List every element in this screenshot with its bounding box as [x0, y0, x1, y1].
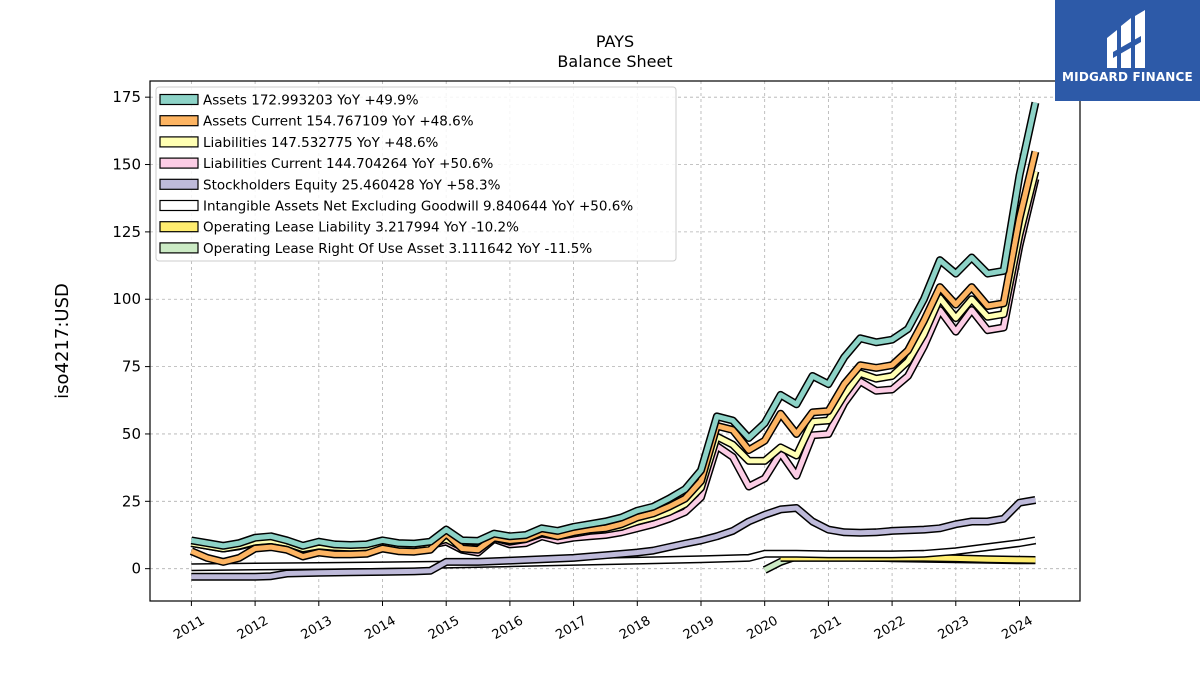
legend-entry: Intangible Assets Net Excluding Goodwill… [203, 199, 633, 215]
x-tick-label: 2020 [745, 613, 781, 643]
series-assets-current [189, 150, 1040, 566]
x-tick-label: 2024 [999, 613, 1035, 643]
brand-logo: MIDGARD FINANCE [1055, 0, 1200, 101]
brand-name: MIDGARD FINANCE [1062, 70, 1193, 84]
y-tick-label: 175 [112, 88, 141, 106]
legend-entry: Operating Lease Right Of Use Asset 3.111… [203, 241, 592, 257]
legend-swatch [159, 136, 199, 148]
series-lines [189, 101, 1040, 581]
legend-entry: Stockholders Equity 25.460428 YoY +58.3% [203, 177, 501, 193]
y-axis-label: iso4217:USD [52, 283, 73, 399]
y-tick-label: 125 [112, 223, 141, 241]
legend-box [155, 86, 677, 262]
y-tick-label: 25 [122, 492, 141, 510]
series-line [191, 497, 1036, 580]
x-tick-label: 2012 [235, 613, 271, 643]
legend-entry: Operating Lease Liability 3.217994 YoY -… [203, 220, 519, 236]
legend-swatch [159, 178, 199, 190]
y-tick-label: 0 [131, 560, 141, 578]
y-tick-label: 50 [122, 425, 141, 443]
y-axis-ticks: 0 25 50 75 100 125 150 175 [112, 88, 150, 578]
legend-swatch [159, 199, 199, 212]
legend-swatch [159, 115, 199, 127]
legend-swatch [159, 157, 199, 169]
legend-entry: Assets 172.993203 YoY +49.9% [203, 93, 419, 109]
y-tick-label: 100 [112, 290, 141, 308]
legend: Assets 172.993203 YoY +49.9% Assets Curre… [155, 86, 677, 262]
x-tick-label: 2016 [490, 613, 526, 643]
legend-entry: Liabilities 147.532775 YoY +48.6% [203, 135, 439, 151]
series-line [190, 151, 1038, 565]
chart-subtitle: Balance Sheet [557, 52, 672, 71]
plot-frame [149, 80, 1081, 602]
x-tick-label: 2017 [553, 613, 589, 643]
legend-swatch [159, 221, 199, 233]
x-axis-ticks: 2011 2012 2013 2014 2015 2016 2017 2018 2019 2020… [171, 601, 1035, 643]
series-stockholders-equity [191, 496, 1037, 581]
legend-entry: Liabilities Current 144.704264 YoY +50.6… [203, 156, 494, 172]
midgard-logo-icon [1107, 10, 1145, 68]
x-tick-label: 2015 [426, 613, 462, 643]
x-tick-label: 2018 [617, 613, 653, 643]
chart-title: PAYS [596, 32, 634, 51]
legend-swatch [159, 242, 199, 254]
x-tick-label: 2021 [808, 613, 844, 643]
legend-entry: Assets Current 154.767109 YoY +48.6% [203, 114, 474, 130]
x-tick-label: 2019 [681, 613, 717, 643]
legend-swatch [159, 93, 199, 106]
x-tick-label: 2014 [362, 613, 398, 643]
x-tick-label: 2023 [936, 613, 972, 643]
y-tick-label: 150 [112, 156, 141, 174]
series-intangible-assets-net-excluding-goodwill [191, 536, 1037, 572]
series-assets [190, 101, 1040, 550]
series-line [190, 102, 1038, 549]
y-tick-label: 75 [122, 358, 141, 376]
x-tick-label: 2013 [299, 613, 335, 643]
x-tick-label: 2022 [872, 613, 908, 643]
x-tick-label: 2011 [171, 613, 207, 643]
series-line [191, 537, 1036, 570]
